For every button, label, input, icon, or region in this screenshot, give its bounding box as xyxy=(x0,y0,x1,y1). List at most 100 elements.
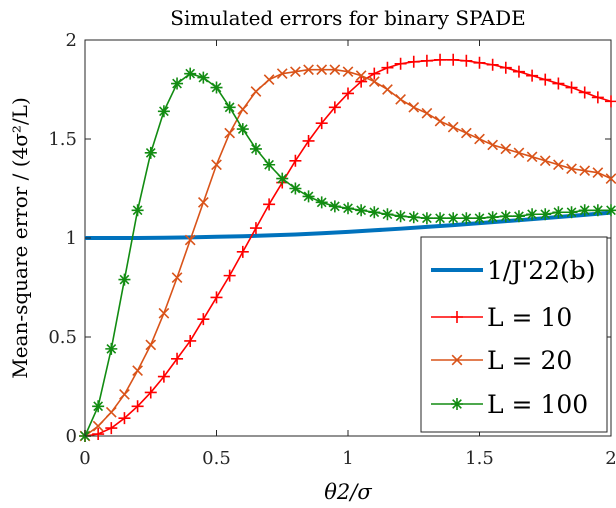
data-point xyxy=(500,143,512,155)
data-point xyxy=(473,56,486,69)
data-point xyxy=(263,158,276,171)
data-point xyxy=(579,165,591,177)
data-point xyxy=(302,190,315,203)
data-point xyxy=(486,58,499,71)
data-point xyxy=(92,420,104,432)
data-point xyxy=(289,154,302,167)
data-point xyxy=(460,54,473,67)
data-point xyxy=(553,159,564,171)
data-point xyxy=(144,386,157,399)
data-point xyxy=(592,167,604,179)
data-point xyxy=(605,204,616,217)
data-point xyxy=(382,84,393,95)
data-point xyxy=(395,94,406,105)
data-point xyxy=(407,211,420,224)
data-point xyxy=(605,173,616,184)
data-point xyxy=(303,64,314,76)
data-point xyxy=(210,291,223,304)
data-point xyxy=(197,313,210,326)
data-point xyxy=(92,400,105,413)
data-point xyxy=(119,389,130,400)
data-point xyxy=(512,65,525,78)
data-point xyxy=(276,68,288,80)
y-tick-label: 0 xyxy=(66,426,77,447)
data-point xyxy=(460,212,473,225)
data-point xyxy=(394,57,407,70)
y-axis-label: Mean-square error / (4σ²/L) xyxy=(8,97,32,379)
data-point xyxy=(236,245,249,258)
data-point xyxy=(342,87,354,100)
legend: 1/J'22(b) L = 10 L = 20 L = 100 xyxy=(420,236,608,433)
x-tick-label: 0.5 xyxy=(202,448,231,469)
data-point xyxy=(368,206,381,219)
data-point xyxy=(420,54,433,67)
data-point xyxy=(132,365,143,377)
data-point xyxy=(157,105,170,118)
data-point xyxy=(355,70,367,82)
data-point xyxy=(342,202,354,215)
data-point xyxy=(451,398,463,410)
data-point xyxy=(250,86,262,97)
data-point xyxy=(105,422,118,435)
data-point xyxy=(407,55,420,68)
data-point xyxy=(565,206,578,219)
data-point xyxy=(328,200,341,213)
y-tick-label: 2 xyxy=(66,30,77,51)
data-point xyxy=(526,151,538,163)
data-point xyxy=(197,71,210,84)
x-tick-label: 2 xyxy=(605,448,616,469)
data-point xyxy=(394,210,407,223)
data-point xyxy=(460,127,472,139)
data-point xyxy=(223,101,236,114)
data-point xyxy=(512,210,525,223)
data-point xyxy=(224,127,236,139)
data-point xyxy=(237,103,249,115)
data-point xyxy=(566,163,577,175)
data-point xyxy=(158,307,170,319)
data-point xyxy=(210,81,223,94)
data-point xyxy=(421,107,433,119)
data-point xyxy=(355,75,368,88)
data-point xyxy=(289,182,302,195)
data-point xyxy=(578,86,591,99)
chart-title: Simulated errors for binary SPADE xyxy=(170,6,525,30)
data-point xyxy=(539,208,552,221)
data-point xyxy=(144,146,157,159)
legend-label: L = 20 xyxy=(487,346,572,375)
legend-label: 1/J'22(b) xyxy=(487,256,596,285)
legend-label: L = 10 xyxy=(487,303,572,332)
data-point xyxy=(434,53,447,66)
data-point xyxy=(473,212,486,225)
data-point xyxy=(381,208,394,221)
data-point xyxy=(420,212,433,225)
series-3 xyxy=(79,67,616,442)
data-point xyxy=(447,53,460,66)
data-point xyxy=(591,204,604,217)
series-1 xyxy=(79,53,616,442)
data-point xyxy=(552,77,565,90)
data-point xyxy=(263,198,276,211)
data-point xyxy=(499,210,512,223)
data-point xyxy=(539,73,552,86)
data-point xyxy=(105,342,118,355)
data-point xyxy=(434,212,447,225)
data-point xyxy=(145,339,157,351)
data-point xyxy=(236,123,249,136)
data-point xyxy=(539,155,551,167)
data-point xyxy=(565,81,578,94)
data-point xyxy=(249,142,262,155)
y-tick-label: 1.5 xyxy=(48,129,77,150)
data-point xyxy=(184,334,197,347)
data-point xyxy=(315,196,328,209)
data-point xyxy=(434,115,446,127)
tick-layer: 0 0.5 1 1.5 2 0 0.5 1 1.5 2 xyxy=(48,30,616,469)
data-point xyxy=(605,95,616,108)
data-point xyxy=(342,66,354,78)
data-point xyxy=(316,64,328,76)
data-point xyxy=(131,204,144,217)
x-tick-label: 1.5 xyxy=(465,448,494,469)
data-point xyxy=(578,204,591,217)
data-point xyxy=(171,77,184,90)
data-point xyxy=(211,159,222,171)
